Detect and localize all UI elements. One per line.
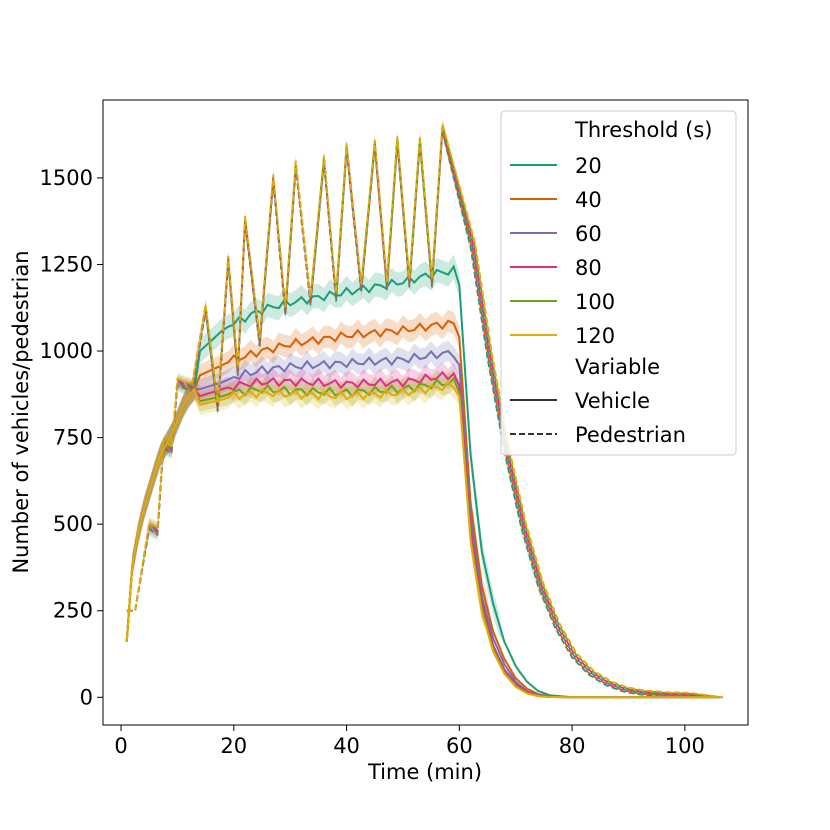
y-tick-label: 0 [80, 685, 93, 709]
pedestrian-line-120 [126, 123, 724, 699]
x-tick-label: 0 [114, 734, 127, 758]
x-axis-label: Time (min) [367, 760, 482, 784]
pedestrian-line-40 [126, 129, 720, 699]
legend-label-100: 100 [575, 290, 615, 314]
pedestrian-line-80 [126, 126, 722, 699]
legend-style-title: Variable [575, 355, 660, 379]
pedestrian-line-100 [126, 125, 723, 699]
legend: Threshold (s) 20 40 60 80 100 120 Variable Ve… [500, 110, 737, 456]
y-axis-ticks: 0 250 500 750 1000 1250 1500 [40, 166, 103, 709]
x-tick-label: 100 [665, 734, 705, 758]
y-tick-label: 1000 [40, 339, 93, 363]
x-axis-ticks: 0 20 40 60 80 100 [114, 725, 705, 758]
y-axis-label: Number of vehicles/pedestrian [9, 250, 33, 573]
x-tick-label: 80 [559, 734, 586, 758]
legend-pedestrian-label: Pedestrian [575, 423, 686, 447]
legend-label-40: 40 [575, 188, 602, 212]
legend-vehicle-label: Vehicle [575, 389, 650, 413]
x-tick-label: 40 [333, 734, 360, 758]
legend-label-20: 20 [575, 154, 602, 178]
vehicle-band-120 [126, 371, 719, 698]
x-tick-label: 20 [220, 734, 247, 758]
legend-label-60: 60 [575, 222, 602, 246]
legend-label-80: 80 [575, 256, 602, 280]
legend-series-entries: 20 40 60 80 100 120 [510, 154, 615, 348]
pedestrian-line-60 [126, 128, 721, 699]
y-tick-label: 500 [53, 512, 93, 536]
y-tick-label: 1500 [40, 166, 93, 190]
y-tick-label: 1250 [40, 252, 93, 276]
vehicle-line-120 [125, 380, 719, 699]
x-tick-label: 60 [446, 734, 473, 758]
legend-hue-title: Threshold (s) [574, 118, 713, 142]
plot-frame [102, 99, 749, 726]
legend-label-120: 120 [575, 324, 615, 348]
y-tick-label: 250 [53, 599, 93, 623]
y-tick-label: 750 [53, 426, 93, 450]
vehicle-band-80 [126, 362, 719, 698]
series-lines [125, 123, 724, 699]
legend-box [500, 110, 737, 456]
